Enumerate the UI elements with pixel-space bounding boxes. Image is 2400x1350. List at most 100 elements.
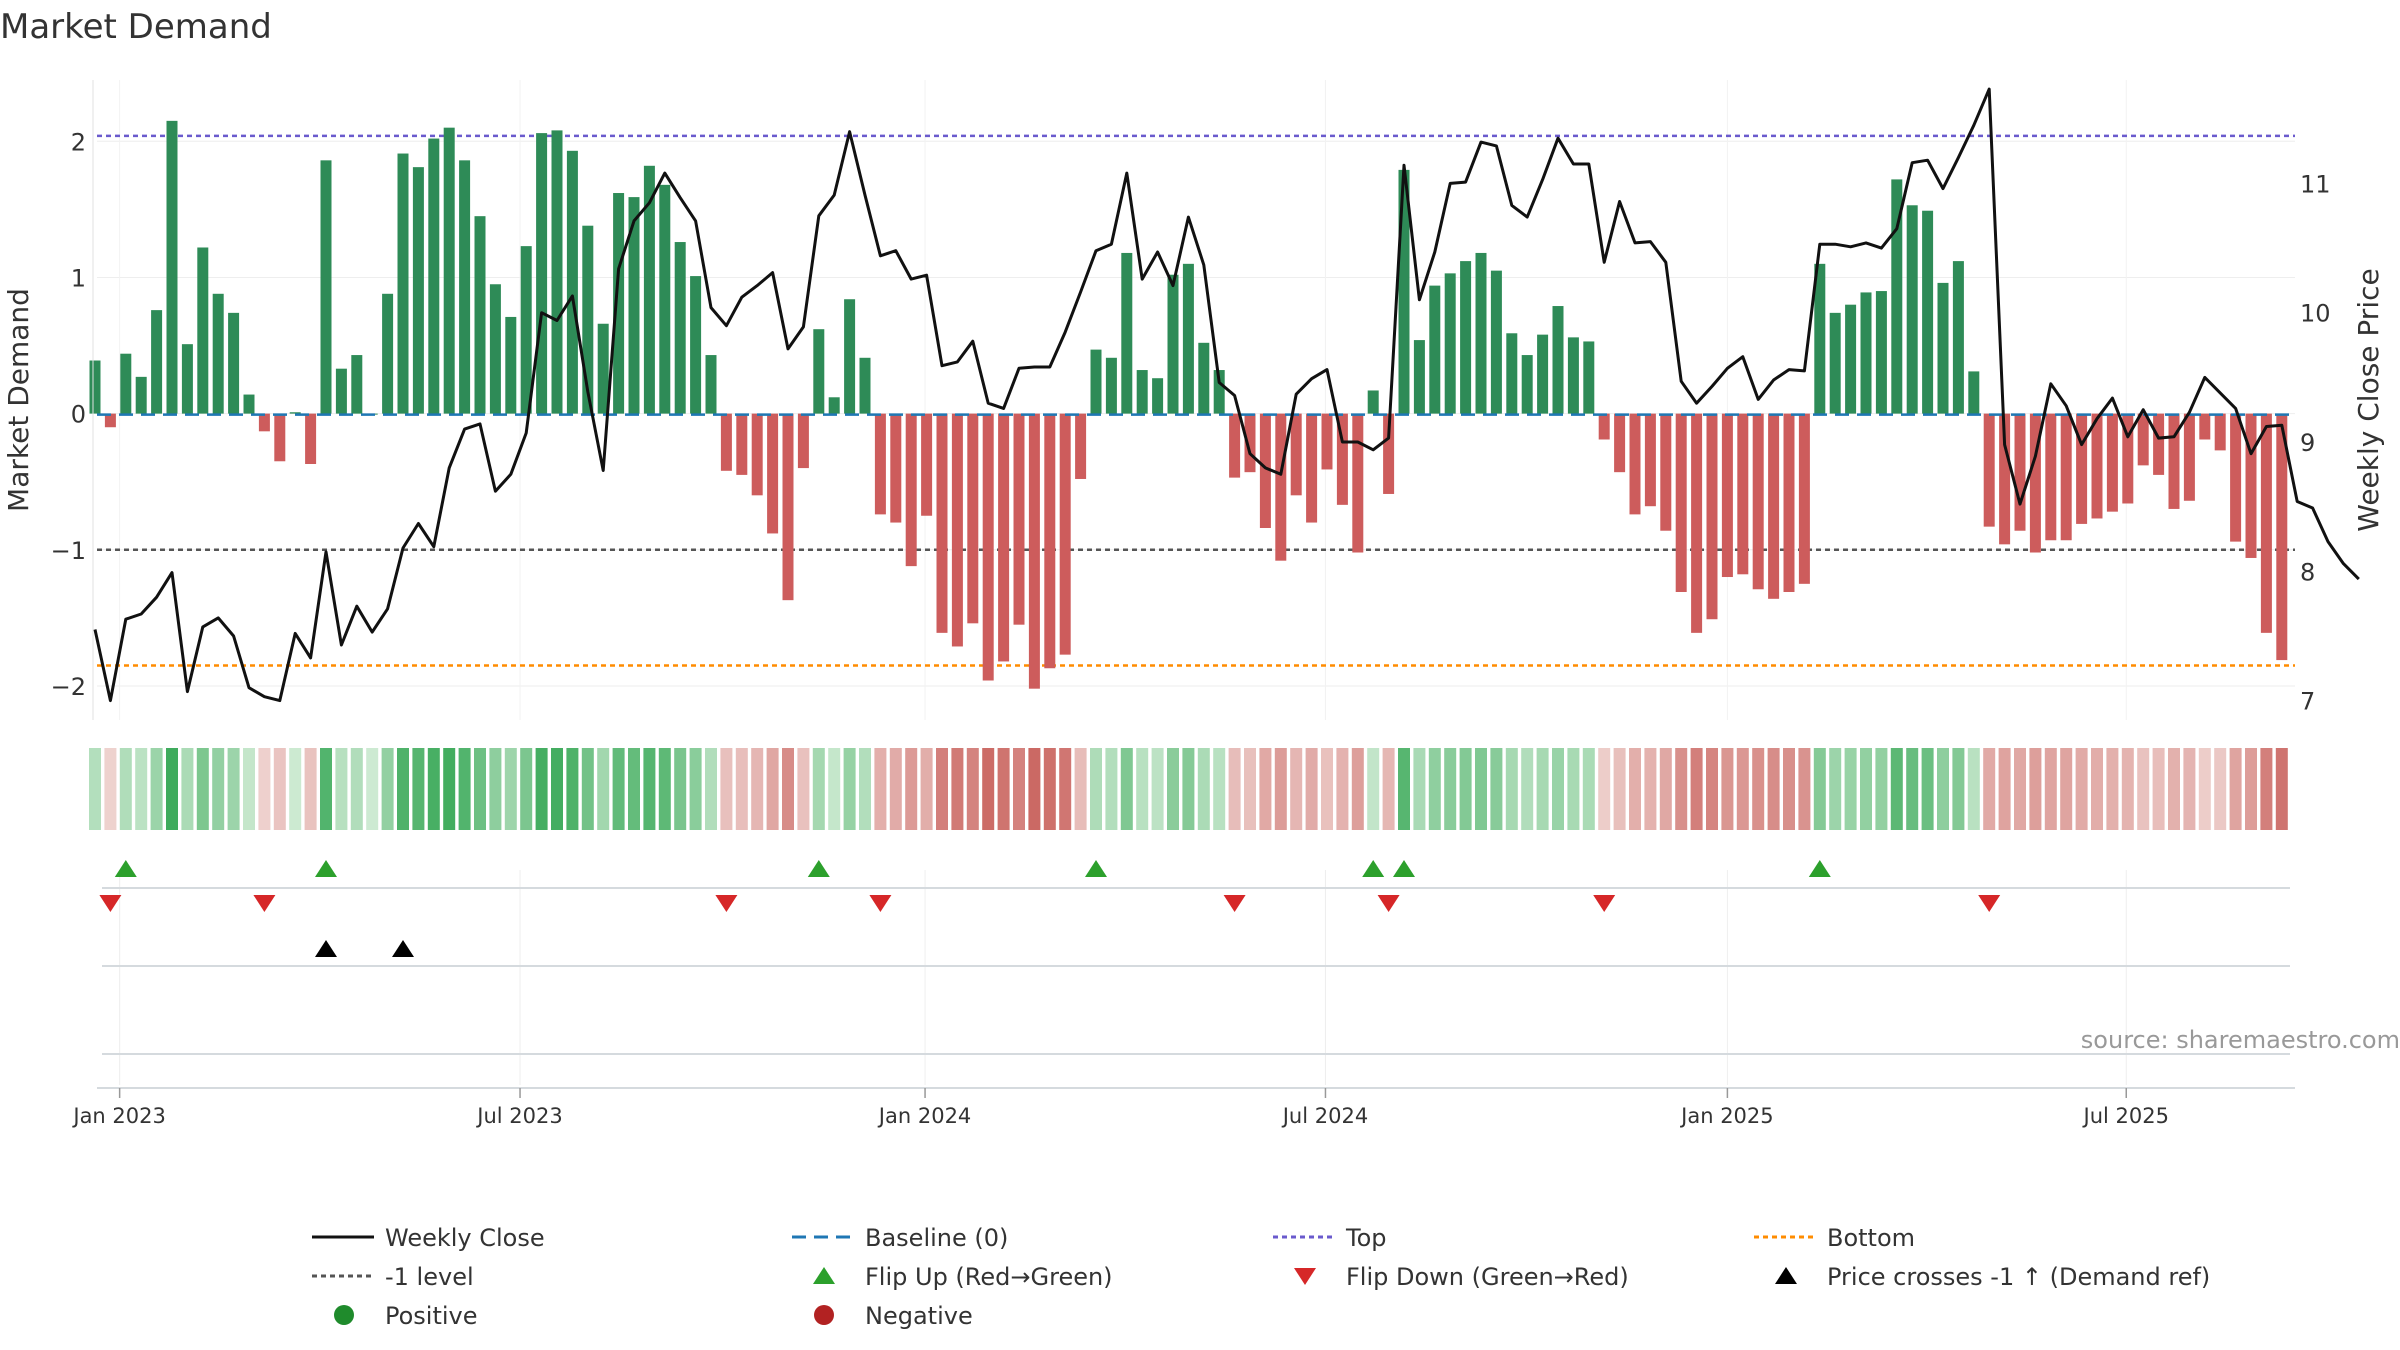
demand-bar-62 <box>1044 413 1056 669</box>
heat-cell-132 <box>2121 748 2134 830</box>
demand-bar-103 <box>1675 413 1687 592</box>
demand-bar-141 <box>2260 413 2272 633</box>
demand-bar-15 <box>320 160 332 414</box>
heat-cell-78 <box>1290 748 1303 830</box>
heat-cell-46 <box>797 748 810 830</box>
demand-bar-59 <box>998 413 1010 662</box>
demand-bar-84 <box>1383 413 1395 494</box>
demand-bar-60 <box>1013 413 1025 625</box>
demand-bar-68 <box>1136 370 1148 414</box>
heat-cell-126 <box>2029 748 2042 830</box>
heat-cell-36 <box>643 748 656 830</box>
demand-bar-52 <box>890 413 902 523</box>
demand-bar-122 <box>1968 371 1980 414</box>
legend-label: Flip Up (Red→Green) <box>865 1263 1113 1291</box>
right-tick-label: 11 <box>2300 170 2331 198</box>
heat-cell-123 <box>1983 748 1996 830</box>
demand-bar-58 <box>982 413 994 681</box>
heat-cell-125 <box>2014 748 2026 830</box>
demand-bar-65 <box>1090 349 1102 414</box>
heat-cell-49 <box>843 748 856 830</box>
heat-cell-54 <box>920 748 933 830</box>
heat-cell-29 <box>535 748 548 830</box>
demand-bar-112 <box>1814 263 1826 414</box>
heat-cell-117 <box>1890 748 1903 830</box>
demand-bar-55 <box>936 413 948 633</box>
heat-cell-128 <box>2060 748 2073 830</box>
y-axis-left-label: Market Demand <box>2 288 35 512</box>
heat-cell-85 <box>1398 748 1410 830</box>
legend-swatch-positive <box>334 1305 354 1325</box>
demand-bar-88 <box>1444 273 1456 414</box>
demand-bar-137 <box>2199 413 2211 440</box>
demand-bar-49 <box>844 299 856 414</box>
demand-bar-39 <box>690 276 702 414</box>
demand-bar-28 <box>520 246 532 414</box>
demand-bar-76 <box>1259 413 1271 528</box>
heat-cell-140 <box>2245 748 2257 830</box>
heat-cell-37 <box>658 748 671 830</box>
demand-bar-14 <box>305 413 317 464</box>
reference-lines <box>97 134 2295 667</box>
demand-bar-98 <box>1598 413 1610 440</box>
demand-bar-17 <box>351 355 363 414</box>
demand-bar-100 <box>1629 413 1641 515</box>
demand-bar-105 <box>1706 413 1718 620</box>
demand-bar-80 <box>1321 413 1333 470</box>
heat-cell-119 <box>1921 748 1934 830</box>
heat-cell-23 <box>443 748 456 830</box>
demand-bar-37 <box>659 184 671 414</box>
demand-heat-strip <box>89 748 2288 830</box>
demand-bar-30 <box>551 130 563 414</box>
demand-bar-38 <box>674 242 686 414</box>
heat-cell-91 <box>1490 748 1503 830</box>
demand-bar-95 <box>1552 306 1564 414</box>
demand-bar-128 <box>2060 413 2072 541</box>
heat-cell-40 <box>705 748 717 830</box>
heat-cell-139 <box>2229 748 2242 830</box>
heat-cell-95 <box>1552 748 1564 830</box>
y-axis-right-label: Weekly Close Price <box>2352 268 2385 531</box>
x-tick-label: Jul 2023 <box>475 1104 562 1128</box>
price-cross-marker-0 <box>315 940 337 957</box>
demand-bar-23 <box>443 127 455 414</box>
legend-swatch-cross <box>1775 1267 1797 1284</box>
heat-cell-20 <box>397 748 409 830</box>
x-tick-label: Jan 2023 <box>71 1104 166 1128</box>
legend-swatch-negative <box>814 1305 834 1325</box>
signal-markers <box>99 860 2001 957</box>
heat-cell-7 <box>196 748 209 830</box>
heat-cell-81 <box>1336 748 1349 830</box>
flip-down-marker-5 <box>1377 895 1400 912</box>
heat-cell-90 <box>1475 748 1487 830</box>
legend: Weekly Close Baseline (0) Top Bottom -1 leve… <box>312 1224 2210 1330</box>
legend-label: Top <box>1345 1224 1387 1252</box>
heat-cell-131 <box>2106 748 2119 830</box>
heat-cell-0 <box>89 748 101 830</box>
demand-bar-131 <box>2106 413 2118 512</box>
demand-bar-111 <box>1798 413 1810 584</box>
heat-cell-56 <box>951 748 964 830</box>
heat-cell-70 <box>1167 748 1179 830</box>
left-tick-label: −1 <box>51 537 86 565</box>
flip-down-marker-3 <box>869 895 892 912</box>
heat-cell-11 <box>258 748 271 830</box>
heat-cell-4 <box>150 748 163 830</box>
chart-title: Market Demand <box>0 7 272 47</box>
left-tick-label: 2 <box>71 128 86 156</box>
heat-cell-10 <box>243 748 255 830</box>
heat-cell-136 <box>2183 748 2196 830</box>
demand-bar-101 <box>1644 413 1656 507</box>
heat-cell-34 <box>612 748 625 830</box>
heat-cell-22 <box>427 748 440 830</box>
demand-bar-107 <box>1737 413 1749 575</box>
demand-bar-134 <box>2153 413 2165 475</box>
demand-bar-45 <box>782 413 794 601</box>
heat-cell-19 <box>381 748 394 830</box>
demand-bar-0 <box>89 360 101 414</box>
demand-bar-116 <box>1875 291 1887 414</box>
demand-bar-75 <box>1244 413 1256 473</box>
heat-cell-109 <box>1767 748 1780 830</box>
heat-cell-50 <box>859 748 871 830</box>
heat-cell-71 <box>1182 748 1195 830</box>
